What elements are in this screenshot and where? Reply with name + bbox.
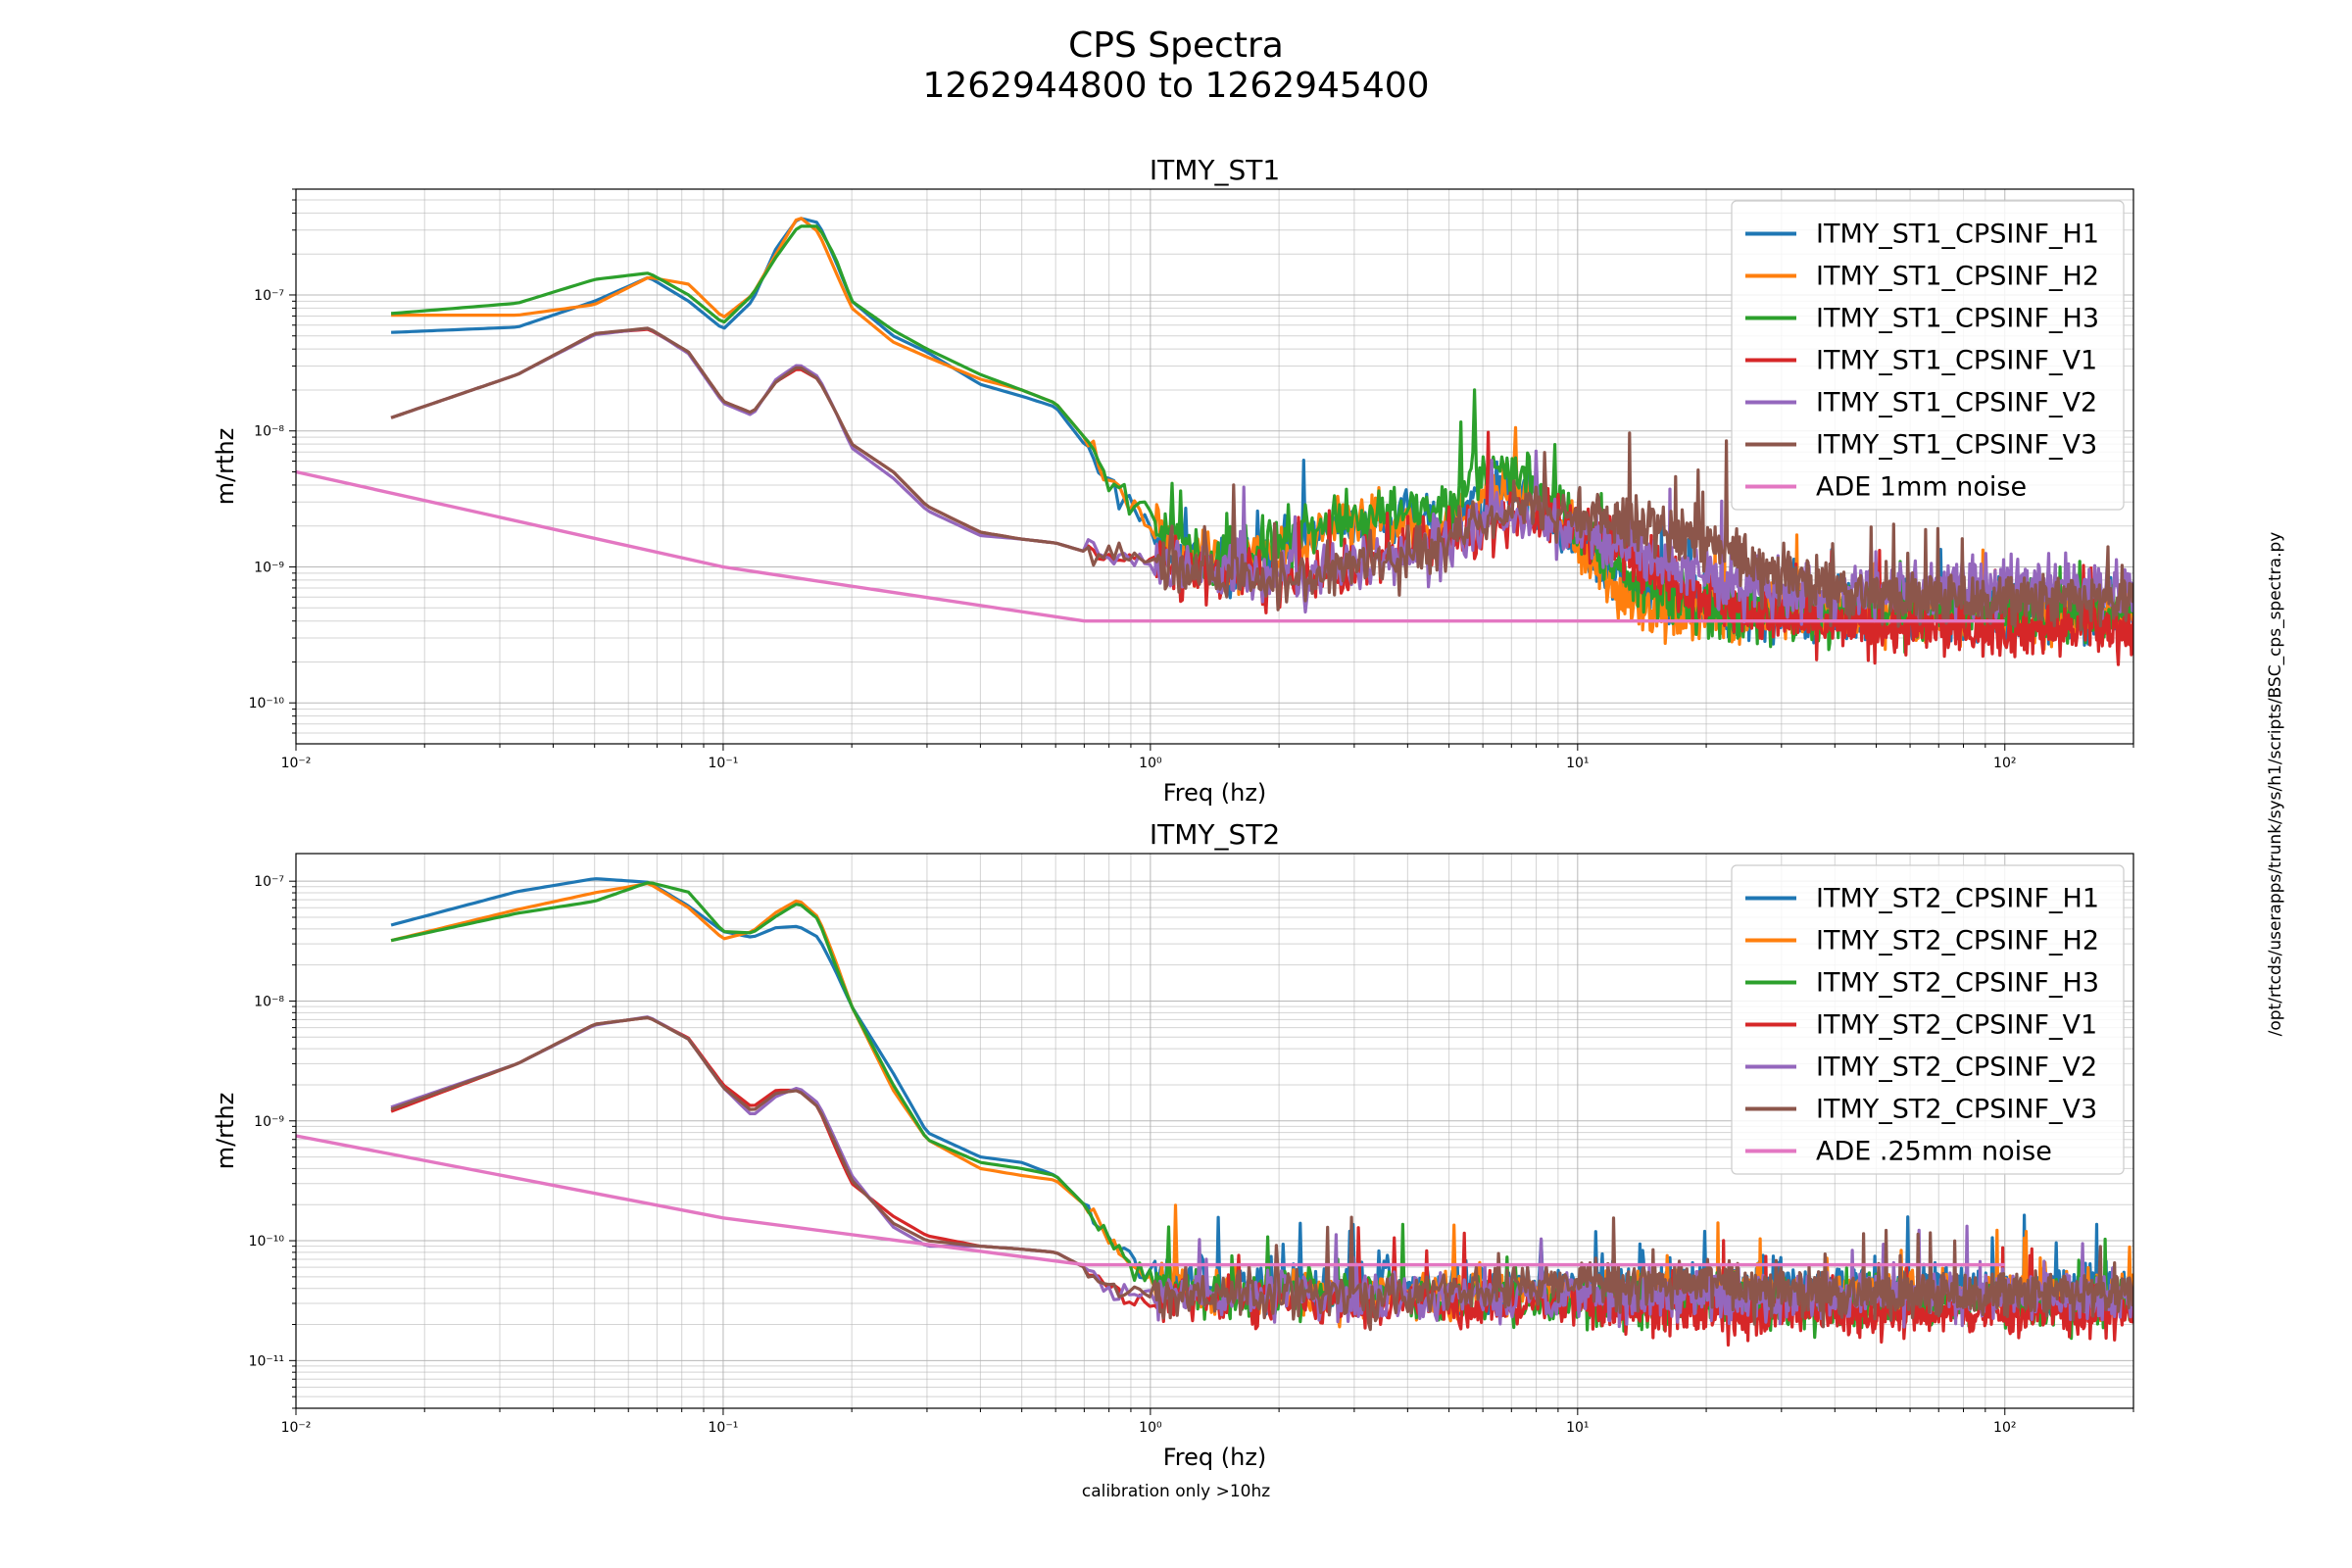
series-line-5: [390, 1015, 2133, 1329]
x-axis-label: Freq (hz): [1163, 779, 1267, 807]
chart-1: 10⁻² 10⁻¹ 10⁰ 10¹ 10² 10⁻¹⁰ 10⁻⁹ 10⁻⁸ 10⁻⁷ ITMY_S…: [212, 154, 2134, 807]
x-tick-label: 10⁻²: [281, 1420, 312, 1436]
y-tick-label: 10⁻¹⁰: [249, 1234, 285, 1250]
legend-label: ITMY_ST2_CPSINF_V2: [1816, 1053, 2097, 1083]
series-line-6: [390, 326, 2133, 632]
y-axis-label: m/rthz: [212, 1093, 239, 1170]
figure-title: CPS Spectra 1262944800 to 1262945400: [0, 25, 2352, 107]
legend-label: ITMY_ST2_CPSINF_H1: [1816, 884, 2099, 914]
y-tick-label: 10⁻⁷: [254, 288, 284, 304]
chart-title: ITMY_ST1: [1150, 154, 1280, 186]
x-tick-label: 10¹: [1566, 756, 1589, 771]
figure-title-line1: CPS Spectra: [1068, 25, 1284, 66]
axis-ticks: [289, 880, 2134, 1415]
x-tick-label: 10⁻²: [281, 756, 312, 771]
y-tick-label: 10⁻⁸: [254, 994, 284, 1009]
y-tick-label: 10⁻¹⁰: [249, 696, 285, 711]
series-line-6: [390, 1015, 2133, 1332]
legend-label: ITMY_ST1_CPSINF_V1: [1816, 346, 2097, 376]
legend-label: ITMY_ST2_CPSINF_V3: [1816, 1095, 2097, 1125]
x-tick-label: 10²: [1993, 1420, 2016, 1436]
series-line-7: [296, 1134, 2005, 1267]
x-axis-label: Freq (hz): [1163, 1444, 1267, 1471]
legend-label: ITMY_ST2_CPSINF_H2: [1816, 926, 2099, 956]
grid: [295, 188, 2134, 744]
y-tick-label: 10⁻⁸: [254, 424, 284, 440]
legend-label: ITMY_ST1_CPSINF_H3: [1816, 304, 2099, 334]
legend-label: ITMY_ST1_CPSINF_H2: [1816, 262, 2099, 292]
legend-label: ITMY_ST1_CPSINF_H1: [1816, 220, 2099, 250]
x-tick-label: 10⁻¹: [709, 1420, 739, 1436]
x-tick-label: 10¹: [1566, 1420, 1589, 1436]
y-tick-label: 10⁻¹¹: [249, 1353, 284, 1369]
y-axis-label: m/rthz: [212, 428, 239, 506]
series-lines: [296, 217, 2133, 666]
x-tick-label: 10⁰: [1139, 756, 1162, 771]
plot-frame: [295, 853, 2134, 1409]
figure-title-line2: 1262944800 to 1262945400: [922, 66, 1430, 107]
y-tick-label: 10⁻⁹: [254, 1114, 284, 1130]
legend-label: ITMY_ST2_CPSINF_V1: [1816, 1010, 2097, 1041]
legend-box: [1731, 864, 2125, 1175]
plot-frame: [295, 188, 2134, 745]
chart-2: 10⁻² 10⁻¹ 10⁰ 10¹ 10² 10⁻¹¹ 10⁻¹⁰ 10⁻⁹ 10⁻⁸ 10⁻⁷ I…: [212, 818, 2134, 1471]
legend: ITMY_ST1_CPSINF_H1 ITMY_ST1_CPSINF_H2 ITMY…: [1731, 200, 2125, 511]
chart-title: ITMY_ST2: [1150, 818, 1280, 851]
y-tick-label: 10⁻⁷: [254, 874, 284, 890]
series-lines: [296, 877, 2133, 1348]
legend-label: ITMY_ST1_CPSINF_V2: [1816, 388, 2097, 418]
legend-label: ITMY_ST1_CPSINF_V3: [1816, 430, 2097, 461]
legend: ITMY_ST2_CPSINF_H1 ITMY_ST2_CPSINF_H2 ITMY…: [1731, 864, 2125, 1175]
legend-box: [1731, 200, 2125, 511]
legend-label: ADE .25mm noise: [1816, 1137, 2052, 1167]
legend-label: ITMY_ST2_CPSINF_H3: [1816, 968, 2099, 999]
series-line-7: [296, 469, 2005, 623]
x-tick-label: 10⁰: [1139, 1420, 1162, 1436]
y-tick-label: 10⁻⁹: [254, 560, 284, 575]
legend-label: ADE 1mm noise: [1816, 472, 2027, 503]
calibration-footnote: calibration only >10hz: [1081, 1482, 1271, 1501]
x-tick-label: 10⁻¹: [709, 756, 739, 771]
x-tick-label: 10²: [1993, 756, 2016, 771]
script-path-note: /opt/rtcds/userapps/trunk/sys/h1/scripts…: [2266, 531, 2285, 1037]
axis-ticks: [289, 188, 2134, 751]
